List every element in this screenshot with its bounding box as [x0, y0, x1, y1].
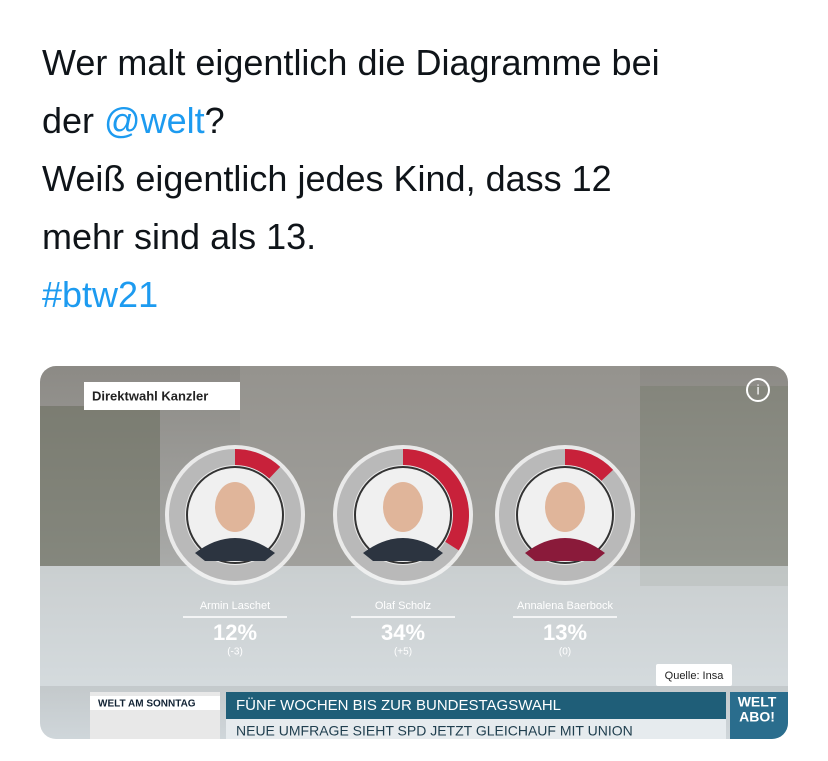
source: Quelle: Insa — [665, 670, 725, 682]
ticker-top — [226, 692, 726, 719]
candidate-value: 13% — [543, 620, 587, 645]
text: Weiß eigentlich jedes Kind, dass 12 — [42, 158, 612, 199]
badge-box — [84, 382, 240, 410]
shoulders — [195, 538, 275, 561]
candidate-value: 34% — [381, 620, 425, 645]
candidate-name: Annalena Baerbock — [517, 600, 614, 612]
text: mehr sind als 13. — [42, 216, 317, 257]
source-box — [656, 664, 732, 686]
face — [215, 482, 255, 532]
text: der — [42, 100, 105, 141]
tweet-line: mehr sind als 13. — [42, 208, 660, 266]
ticker-line: NEUE UMFRAGE SIEHT SPD JETZT GLEICHAUF M… — [236, 723, 633, 739]
trees — [40, 406, 160, 566]
trees — [640, 386, 788, 586]
tweet-line: #btw21 — [42, 266, 660, 324]
ticker-bottom — [226, 719, 726, 739]
ticker-line: FÜNF WOCHEN BIS ZUR BUNDESTAGSWAHL — [236, 696, 561, 714]
brand: ABO! — [739, 709, 775, 725]
shoulders — [525, 538, 605, 561]
embedded-image[interactable]: Direktwahl Kanzler i Quelle: Insa WELT A… — [40, 366, 788, 739]
brand: WELT — [738, 694, 777, 710]
candidate-change: (-3) — [227, 647, 243, 658]
donut-arc — [234, 449, 281, 479]
candidate-value: 12% — [213, 620, 257, 645]
tweet-line: Weiß eigentlich jedes Kind, dass 12 — [42, 150, 660, 208]
link[interactable]: @welt — [104, 100, 205, 141]
candidate-change: (+5) — [394, 647, 412, 658]
face — [545, 482, 585, 532]
text: Wer malt eigentlich die Diagramme bei — [42, 42, 660, 83]
shoulders — [363, 538, 443, 561]
brand-box — [730, 692, 788, 739]
donut-arc — [564, 449, 614, 482]
candidate-name: Armin Laschet — [200, 600, 270, 612]
paper-head — [90, 696, 220, 710]
face — [383, 482, 423, 532]
info-icon[interactable] — [746, 378, 770, 402]
candidate-change: (0) — [559, 647, 571, 658]
tweet-line: Wer malt eigentlich die Diagramme bei — [42, 34, 660, 92]
info-text: i — [756, 382, 759, 398]
donut-arc — [402, 449, 469, 551]
badge: Direktwahl Kanzler — [92, 388, 208, 403]
link[interactable]: #btw21 — [42, 274, 159, 315]
text: ? — [204, 100, 225, 141]
candidate-name: Olaf Scholz — [375, 600, 431, 612]
tweet-line: der @welt? — [42, 92, 660, 150]
paper: WELT AM SONNTAG — [98, 699, 196, 710]
tweet-text: Wer malt eigentlich die Diagramme bei der… — [42, 34, 660, 324]
